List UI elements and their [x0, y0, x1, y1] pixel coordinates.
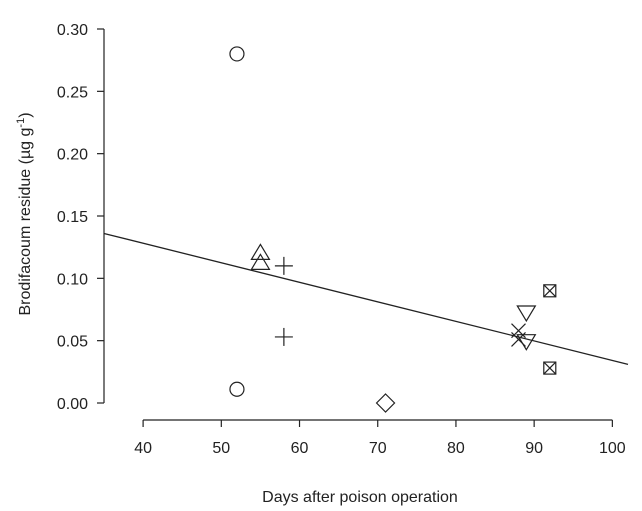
x-tick-label: 90	[525, 440, 543, 457]
y-tick-label: 0.00	[57, 396, 88, 413]
regression-line	[103, 232, 629, 365]
y-axis-title-superscript: -1	[15, 118, 27, 128]
y-axis: 0.00 0.05 0.10 0.15 0.20 0.25 0.30	[57, 22, 105, 413]
x-tick-label: 70	[369, 440, 387, 457]
data-point-boxed-x	[543, 284, 557, 298]
y-tick-label: 0.30	[57, 22, 88, 39]
data-point-circle	[229, 46, 245, 62]
y-tick-label: 0.15	[57, 209, 88, 226]
data-points	[229, 46, 557, 413]
data-point-plus	[274, 327, 293, 346]
y-axis-title-tail: )	[17, 112, 34, 117]
x-tick-label: 40	[134, 440, 152, 457]
x-tick-label: 50	[212, 440, 230, 457]
data-point-triangle-up	[250, 243, 271, 260]
data-point-circle	[229, 381, 245, 397]
y-axis-title-main: Brodifacoum residue (µg g	[17, 128, 34, 316]
data-point-triangle-down	[516, 305, 537, 323]
y-tick-label: 0.05	[57, 334, 88, 351]
y-axis-title: Brodifacoum residue (µg g-1)	[15, 112, 34, 315]
y-tick-label: 0.10	[57, 271, 88, 288]
data-point-boxed-x	[543, 361, 557, 375]
x-tick-label: 60	[291, 440, 309, 457]
x-axis: 40 50 60 70 80 90 100	[134, 419, 626, 457]
data-point-plus	[274, 256, 293, 275]
fit-line	[103, 232, 629, 365]
y-tick-label: 0.20	[57, 147, 88, 164]
x-tick-label: 100	[599, 440, 626, 457]
data-point-diamond	[375, 393, 396, 413]
x-tick-label: 80	[447, 440, 465, 457]
data-point-triangle-down	[516, 334, 537, 351]
data-point-triangle-up	[250, 253, 271, 270]
x-axis-title: Days after poison operation	[262, 489, 458, 506]
y-tick-label: 0.25	[57, 84, 88, 101]
